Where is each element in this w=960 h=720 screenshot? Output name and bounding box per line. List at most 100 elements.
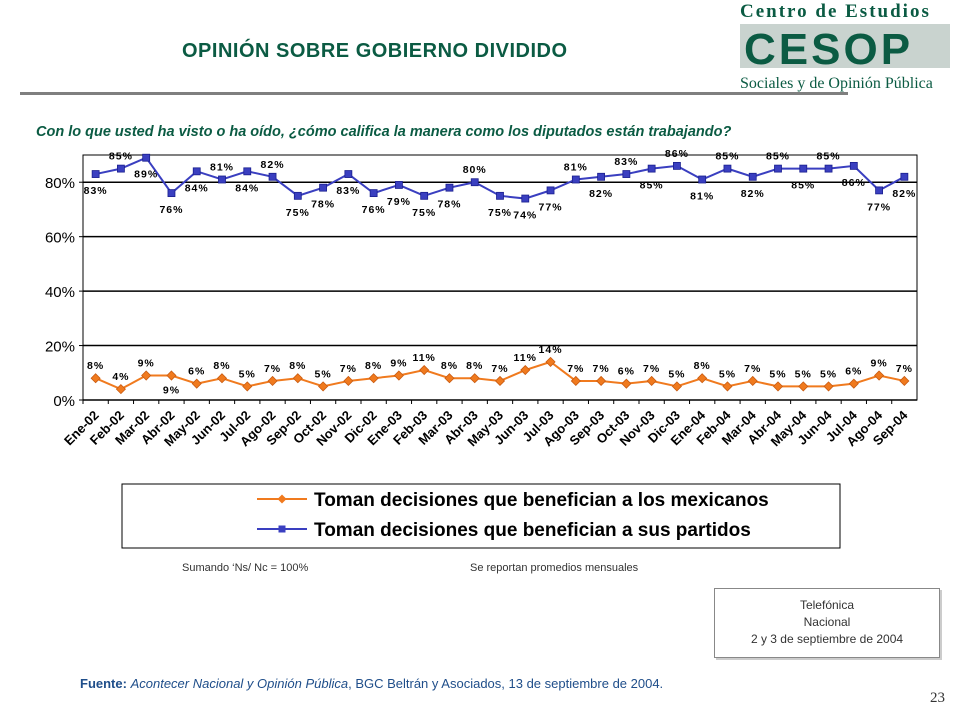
data-label: 8% <box>365 360 382 372</box>
data-label: 8% <box>441 360 458 372</box>
data-point <box>192 167 201 176</box>
data-label: 4% <box>112 371 129 383</box>
data-label: 77% <box>539 201 563 213</box>
y-tick-label: 40% <box>45 284 75 301</box>
y-tick-label: 60% <box>45 230 75 247</box>
data-label: 11% <box>514 352 537 364</box>
data-label: 82% <box>892 188 916 200</box>
data-label: 85% <box>766 151 790 163</box>
data-label: 76% <box>362 204 386 216</box>
data-label: 5% <box>314 368 331 380</box>
data-point <box>597 172 605 181</box>
logo-band <box>740 24 950 68</box>
data-point <box>596 375 607 387</box>
legend-entry-2: Toman decisiones que benefician a sus pa… <box>314 520 751 541</box>
data-label: 7% <box>567 363 584 375</box>
data-point <box>293 191 302 200</box>
data-label: 5% <box>769 368 786 380</box>
data-point <box>243 167 252 176</box>
data-point <box>823 381 834 392</box>
data-label: 8% <box>466 360 483 372</box>
survey-question: Con lo que usted ha visto o ha oído, ¿có… <box>36 124 732 140</box>
data-point <box>494 375 506 387</box>
logo-bottom-text: Sociales y de Opinión Pública <box>740 75 933 92</box>
data-point <box>90 373 101 384</box>
data-point <box>141 370 152 381</box>
data-label: 8% <box>694 360 711 372</box>
data-label: 81% <box>210 162 234 174</box>
data-point <box>774 164 782 173</box>
data-label: 7% <box>744 363 761 375</box>
data-point <box>167 189 176 198</box>
data-label: 85% <box>791 180 815 192</box>
data-label: 8% <box>289 360 306 372</box>
data-label: 82% <box>741 188 765 200</box>
data-point <box>142 153 151 162</box>
survey-scope: Nacional <box>803 615 851 629</box>
data-point <box>673 161 681 170</box>
cesop-logo: Centro de Estudios CESOP Sociales y de O… <box>740 1 950 92</box>
data-label: 7% <box>340 363 357 375</box>
data-point <box>445 183 454 192</box>
data-label: 5% <box>719 368 736 380</box>
data-point <box>848 378 859 389</box>
data-point <box>393 370 404 381</box>
data-label: 5% <box>239 368 256 380</box>
data-label: 7% <box>264 363 281 375</box>
logo-mark: CESOP <box>744 25 913 74</box>
survey-method: Telefónica <box>799 598 855 612</box>
data-label: 84% <box>185 182 209 194</box>
data-point <box>772 381 784 392</box>
y-tick-label: 0% <box>53 393 75 410</box>
data-label: 80% <box>463 164 487 176</box>
data-label: 85% <box>715 151 739 163</box>
data-point <box>343 375 354 387</box>
data-point <box>571 175 580 184</box>
data-point <box>621 378 632 389</box>
data-point <box>899 375 910 387</box>
data-point <box>444 373 455 384</box>
data-label: 7% <box>643 363 660 375</box>
data-label: 6% <box>188 366 205 378</box>
data-label: 75% <box>286 207 310 219</box>
data-label: 85% <box>817 151 841 163</box>
data-point <box>420 191 429 200</box>
data-label: 85% <box>109 151 133 163</box>
source-line: Fuente: Acontecer Nacional y Opinión Púb… <box>80 676 663 691</box>
data-label: 5% <box>795 368 812 380</box>
data-point <box>698 175 707 184</box>
data-point <box>216 373 228 384</box>
note-sum: Sumando ‘Ns/ Nc = 100% <box>182 562 309 574</box>
data-label: 5% <box>820 368 837 380</box>
data-label: 76% <box>159 204 183 216</box>
data-label: 7% <box>491 363 508 375</box>
source-title: Acontecer Nacional y Opinión Pública <box>130 676 349 691</box>
data-point <box>824 164 833 173</box>
data-point <box>545 356 556 367</box>
data-point <box>622 170 631 178</box>
page-number: 23 <box>930 690 945 706</box>
data-point <box>496 191 504 200</box>
data-label: 83% <box>84 185 108 197</box>
data-point <box>849 161 858 170</box>
data-point <box>798 381 809 392</box>
legend-marker <box>278 525 286 533</box>
data-label: 8% <box>213 360 230 372</box>
data-label: 75% <box>488 207 512 219</box>
data-point <box>646 375 657 387</box>
data-label: 9% <box>870 358 887 370</box>
data-point <box>722 381 733 392</box>
data-label: 82% <box>261 159 285 171</box>
data-label: 78% <box>437 199 461 211</box>
data-label: 11% <box>412 352 435 364</box>
data-point <box>747 375 758 387</box>
data-label: 7% <box>896 363 913 375</box>
data-label: 9% <box>138 358 155 370</box>
data-point <box>900 172 909 181</box>
data-point <box>292 373 303 384</box>
data-point <box>570 375 581 387</box>
data-point <box>115 384 126 395</box>
data-label: 9% <box>163 385 180 397</box>
data-label: 89% <box>134 169 158 181</box>
data-point <box>117 164 125 173</box>
